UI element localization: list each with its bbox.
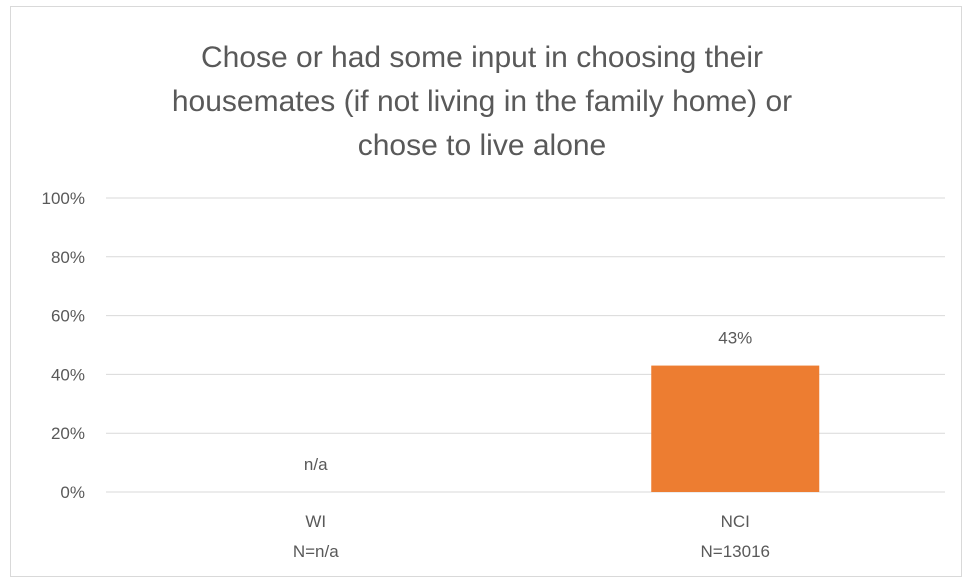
x-category-sublabel: N=13016 [701, 542, 770, 561]
data-label-wi: n/a [304, 455, 328, 474]
x-category-label: WI [305, 512, 326, 531]
x-category-label: NCI [721, 512, 750, 531]
chart-title: Chose or had some input in choosing thei… [0, 36, 964, 168]
y-tick-label: 0% [60, 483, 85, 502]
y-tick-label: 40% [51, 365, 85, 384]
data-label-nci: 43% [718, 329, 752, 348]
chart-title-line-1: Chose or had some input in choosing thei… [200, 41, 763, 74]
y-tick-label: 80% [51, 248, 85, 267]
x-category-sublabel: N=n/a [293, 542, 339, 561]
y-tick-label: 100% [42, 189, 85, 208]
chart-title-line-3: chose to live alone [357, 129, 607, 162]
chart-title-line-2: housemates (if not living in the family … [171, 85, 793, 118]
bar-nci [651, 365, 820, 492]
y-tick-label: 20% [51, 424, 85, 443]
y-tick-label: 60% [51, 307, 85, 326]
